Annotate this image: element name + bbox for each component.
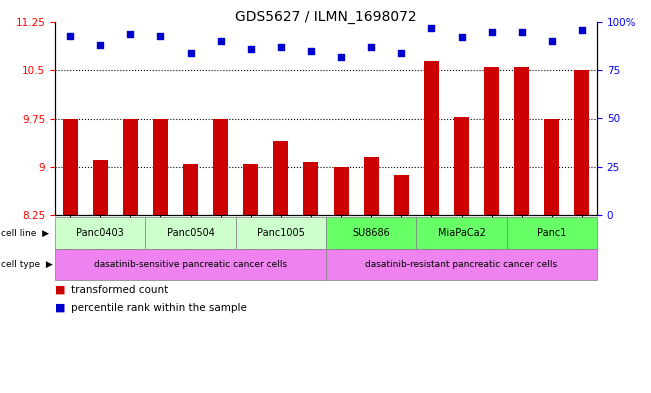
Bar bbox=[153, 119, 168, 215]
Text: GDS5627 / ILMN_1698072: GDS5627 / ILMN_1698072 bbox=[235, 10, 416, 24]
Bar bbox=[394, 175, 409, 215]
Text: transformed count: transformed count bbox=[71, 285, 169, 295]
Bar bbox=[273, 141, 288, 215]
Point bbox=[456, 34, 467, 40]
Bar bbox=[213, 119, 228, 215]
Bar bbox=[364, 157, 379, 215]
Text: cell type  ▶: cell type ▶ bbox=[1, 260, 52, 269]
Text: Panc0403: Panc0403 bbox=[76, 228, 124, 238]
Bar bbox=[92, 160, 107, 215]
Text: cell line  ▶: cell line ▶ bbox=[1, 228, 49, 237]
Point bbox=[577, 27, 587, 33]
Text: ■: ■ bbox=[55, 303, 66, 313]
Text: Panc1005: Panc1005 bbox=[257, 228, 305, 238]
Bar bbox=[514, 67, 529, 215]
Point bbox=[245, 46, 256, 52]
Point bbox=[215, 38, 226, 44]
Point bbox=[396, 50, 406, 56]
Point bbox=[366, 44, 376, 50]
Text: Panc0504: Panc0504 bbox=[167, 228, 214, 238]
Bar bbox=[62, 119, 77, 215]
Point bbox=[336, 53, 346, 60]
Bar bbox=[183, 163, 198, 215]
Point bbox=[426, 25, 437, 31]
Point bbox=[95, 42, 105, 48]
Bar bbox=[333, 167, 348, 215]
Point bbox=[125, 30, 135, 37]
Point bbox=[547, 38, 557, 44]
Text: MiaPaCa2: MiaPaCa2 bbox=[437, 228, 486, 238]
Bar bbox=[454, 117, 469, 215]
Text: dasatinib-resistant pancreatic cancer cells: dasatinib-resistant pancreatic cancer ce… bbox=[365, 260, 557, 269]
Bar bbox=[484, 67, 499, 215]
Point bbox=[516, 29, 527, 35]
Bar bbox=[303, 162, 318, 215]
Point bbox=[65, 32, 76, 39]
Point bbox=[486, 29, 497, 35]
Text: dasatinib-sensitive pancreatic cancer cells: dasatinib-sensitive pancreatic cancer ce… bbox=[94, 260, 287, 269]
Text: percentile rank within the sample: percentile rank within the sample bbox=[71, 303, 247, 313]
Bar bbox=[424, 61, 439, 215]
Bar bbox=[544, 119, 559, 215]
Bar bbox=[574, 70, 589, 215]
Text: Panc1: Panc1 bbox=[537, 228, 566, 238]
Bar bbox=[243, 163, 258, 215]
Bar bbox=[123, 119, 138, 215]
Text: ■: ■ bbox=[55, 285, 66, 295]
Point bbox=[186, 50, 196, 56]
Point bbox=[155, 32, 165, 39]
Point bbox=[275, 44, 286, 50]
Text: SU8686: SU8686 bbox=[352, 228, 390, 238]
Point bbox=[306, 48, 316, 54]
